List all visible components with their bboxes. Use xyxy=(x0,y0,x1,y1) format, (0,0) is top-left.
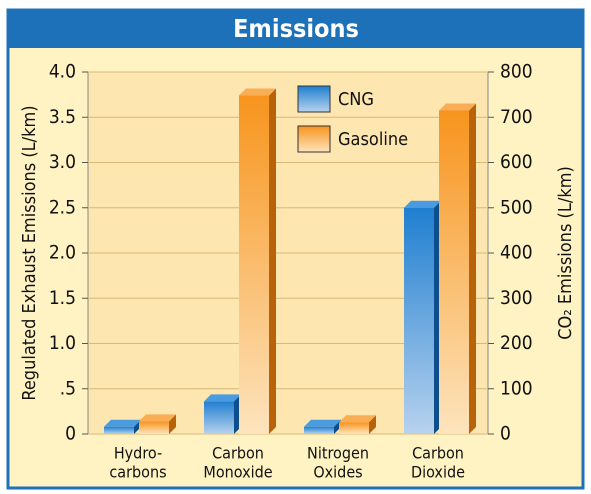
y2-tick-label: 700 xyxy=(500,106,533,128)
y2-tick-label: 0 xyxy=(500,423,511,445)
y2-tick-label: 300 xyxy=(500,287,533,309)
bar xyxy=(439,110,469,435)
legend-swatch xyxy=(297,85,331,113)
y-tick-label: 1.0 xyxy=(49,332,76,354)
bar-top xyxy=(204,394,241,402)
bar xyxy=(104,426,134,434)
legend-swatch xyxy=(297,125,331,153)
x-tick-label: Oxides xyxy=(313,463,362,482)
bar-top xyxy=(139,414,176,422)
chart-title: Emissions xyxy=(233,14,359,43)
y2-tick-label: 600 xyxy=(500,151,533,173)
bar-top xyxy=(404,200,441,208)
y-axis-title: Regulated Exhaust Emissions (L/km) xyxy=(19,105,40,400)
y2-tick-label: 200 xyxy=(500,332,533,354)
y-tick-label: .5 xyxy=(60,377,76,399)
x-tick-label: Monoxide xyxy=(203,463,272,482)
y2-tick-label: 500 xyxy=(500,196,533,218)
bar xyxy=(404,207,434,434)
y-tick-label: 3.5 xyxy=(49,106,76,128)
bar-top xyxy=(239,88,276,96)
y-tick-label: 2.5 xyxy=(49,196,76,218)
legend-label: Gasoline xyxy=(338,129,408,150)
y2-tick-label: 400 xyxy=(500,242,533,264)
bar-side xyxy=(369,415,376,434)
y2-axis-title: CO₂ Emissions (L/km) xyxy=(555,166,576,340)
bar-side xyxy=(269,88,276,434)
bar-top xyxy=(439,103,476,111)
bar-top xyxy=(104,419,141,427)
y-tick-label: 1.5 xyxy=(49,287,76,309)
bar xyxy=(339,422,369,434)
bar xyxy=(239,95,269,434)
bar-top xyxy=(304,419,341,427)
x-tick-label: Carbon xyxy=(212,444,264,463)
x-tick-label: Dioxide xyxy=(411,463,465,482)
x-tick-label: Nitrogen xyxy=(307,444,369,463)
bar xyxy=(204,401,234,434)
y-tick-label: 0 xyxy=(65,423,76,445)
y-tick-label: 3.0 xyxy=(49,151,76,173)
x-tick-label: carbons xyxy=(109,463,166,482)
bar-side xyxy=(169,414,176,434)
y2-tick-label: 800 xyxy=(500,61,533,83)
x-tick-label: Carbon xyxy=(412,444,464,463)
y2-tick-label: 100 xyxy=(500,377,533,399)
legend-label: CNG xyxy=(338,89,374,110)
bar-side xyxy=(469,103,476,435)
title-bar xyxy=(8,10,583,48)
x-tick-label: Hydro- xyxy=(114,444,162,463)
bar xyxy=(139,421,169,434)
bar-top xyxy=(339,415,376,423)
y-tick-label: 4.0 xyxy=(49,61,76,83)
y-tick-label: 2.0 xyxy=(49,242,76,264)
bar xyxy=(304,426,334,434)
